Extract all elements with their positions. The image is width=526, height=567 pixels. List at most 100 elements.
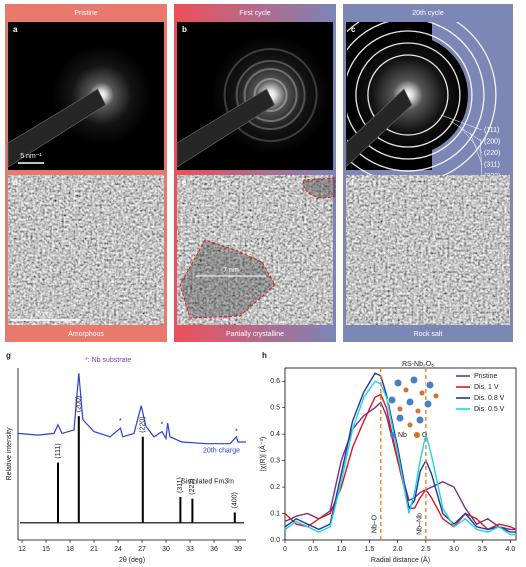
crystal-outline <box>179 239 276 319</box>
x-tick-label: 39 <box>234 546 242 553</box>
panel-letter: h <box>262 351 267 360</box>
legend-label: Pristine <box>474 373 497 380</box>
x-tick-label: 0 <box>283 546 287 553</box>
diffraction-ring <box>253 78 288 112</box>
legend-label: Dis. 0.5 V <box>474 406 505 413</box>
x-tick-label: 12 <box>18 546 26 553</box>
o-atom <box>403 387 409 393</box>
ring-pointer <box>440 114 483 131</box>
y-tick-label: 0.0 <box>270 537 280 544</box>
y-tick-label: 0.1 <box>270 510 280 517</box>
nb-key <box>390 432 396 438</box>
column-header: 20th cycle <box>412 10 444 17</box>
nb-atom <box>409 375 419 385</box>
diffraction-ring <box>223 48 318 142</box>
tem-image <box>8 175 164 325</box>
diffraction-ring <box>367 54 449 136</box>
o-atom <box>433 393 439 399</box>
y-tick-label: 0.3 <box>270 457 280 464</box>
x-tick-label: 4.0 <box>505 546 515 553</box>
nb-atom <box>405 397 415 407</box>
panel-letter: g <box>6 351 11 360</box>
panel-letter: e <box>182 178 187 187</box>
axis-frame <box>284 367 517 541</box>
ring-pointer <box>460 126 483 154</box>
y-tick-label: 0.6 <box>270 378 280 385</box>
panel-letter: c <box>351 25 356 34</box>
series-line <box>284 380 516 536</box>
peak-label: (311) <box>177 477 184 493</box>
x-tick-label: 1.0 <box>336 546 346 553</box>
series-line <box>17 373 246 445</box>
tem-image <box>346 175 510 325</box>
caption: Partially crystalline <box>226 331 284 338</box>
substrate-marker: * <box>161 422 164 429</box>
ring-label: (220) <box>484 150 500 157</box>
legend-label: Dis. 1 V <box>474 384 499 391</box>
x-tick-label: 3.5 <box>477 546 487 553</box>
annotation: *: Nb substrate <box>85 357 131 364</box>
diffraction-ring <box>355 42 461 148</box>
y-tick-label: 0.2 <box>270 484 280 491</box>
ring-label: (111) <box>484 127 499 134</box>
ring-pointer <box>450 120 483 142</box>
x-tick-label: 33 <box>186 546 194 553</box>
peak-label: (220) <box>140 416 147 432</box>
panel-letter: d <box>13 178 18 187</box>
ring-label: (311) <box>484 161 500 168</box>
y-axis-label: |χ(R)| (Å⁻³) <box>258 437 267 471</box>
ring-label: (200) <box>484 138 500 145</box>
diffraction-ring <box>347 22 485 172</box>
nb-atom <box>387 395 397 405</box>
substrate-marker: * <box>235 428 238 435</box>
peak-label: (111) <box>55 443 62 458</box>
diffraction-glow <box>210 35 331 155</box>
crystal-structure <box>387 375 439 438</box>
caption: Amorphous <box>68 331 104 338</box>
y-tick-label: 0.4 <box>270 431 280 438</box>
diffraction-ring <box>243 68 298 122</box>
panel-letter: a <box>13 25 18 34</box>
x-tick-label: 30 <box>162 546 170 553</box>
diffraction-ring <box>235 60 306 130</box>
reference-label: Nb–Nb <box>417 513 424 535</box>
nb-atom <box>395 413 405 423</box>
structure-label: RS-Nb₂O₅ <box>402 361 434 368</box>
x-axis-label: Radial distance (Å) <box>371 555 430 564</box>
o-atom <box>419 390 425 396</box>
ring-pointer <box>479 138 483 177</box>
y-axis-label: Relative intensity <box>6 427 13 480</box>
x-tick-label: 18 <box>66 546 74 553</box>
x-tick-label: 24 <box>114 546 122 553</box>
scale-label: 5 nm⁻¹ <box>20 153 42 160</box>
beam-stop <box>345 88 413 168</box>
atom-label: Nb <box>398 432 407 439</box>
x-tick-label: 3.0 <box>449 546 459 553</box>
x-axis-label: 2θ (deg) <box>119 557 145 564</box>
x-tick-label: 2.0 <box>393 546 403 553</box>
o-key <box>414 432 420 438</box>
y-tick-label: 0.5 <box>270 405 280 412</box>
x-tick-label: 1.5 <box>365 546 375 553</box>
peak-label: (400) <box>232 492 239 508</box>
substrate-marker: * <box>119 418 122 425</box>
scale-label: 5 nm <box>37 311 53 318</box>
nb-atom <box>415 415 425 425</box>
series-line <box>284 401 516 531</box>
nb-atom <box>423 399 433 409</box>
series-label: Simulated Fm3̄m <box>181 478 234 485</box>
scale-label: 7 nm <box>223 267 239 274</box>
diffraction-ring <box>347 22 497 182</box>
diffraction-ring <box>347 30 473 160</box>
legend-label: Dis. 0.8 V <box>474 395 505 402</box>
x-tick-label: 2.5 <box>421 546 431 553</box>
panel-letter: f <box>351 178 354 187</box>
o-atom <box>415 408 421 414</box>
column-header: First cycle <box>239 10 271 17</box>
tem-image <box>177 175 333 325</box>
reference-label: Nb–O <box>372 514 379 533</box>
beam-stop <box>176 88 276 168</box>
x-tick-label: 0.5 <box>308 546 318 553</box>
beam-stop <box>7 88 107 168</box>
